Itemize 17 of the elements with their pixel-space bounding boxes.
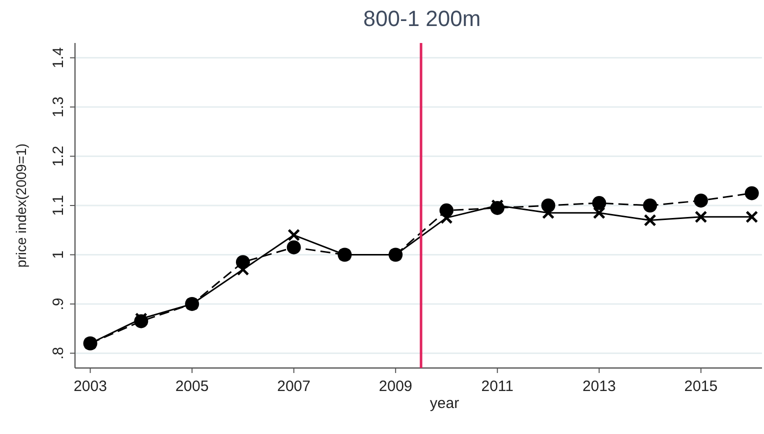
x-tick-label: 2011 (481, 378, 514, 395)
x-tick-label: 2009 (378, 378, 412, 395)
x-axis-title: year (430, 395, 460, 412)
x-tick-label: 2005 (175, 378, 209, 395)
x-tick-label: 2007 (277, 378, 311, 395)
y-axis-title: price index(2009=1) (13, 143, 29, 268)
y-tick-label: 1 (50, 250, 67, 259)
y-tick-label: .9 (50, 298, 67, 310)
y-tick-label: 1.2 (50, 146, 67, 167)
chart-title: 800-1 200m (363, 6, 481, 31)
x-tick-label: 2015 (684, 378, 718, 395)
x-tick-label: 2013 (582, 378, 616, 395)
y-tick-label: 1.3 (50, 96, 67, 118)
y-tick-label: 1.4 (50, 47, 67, 68)
y-tick-label: .8 (50, 346, 67, 360)
x-tick-label: 2003 (74, 378, 107, 395)
y-tick-label: 1.1 (50, 195, 67, 216)
